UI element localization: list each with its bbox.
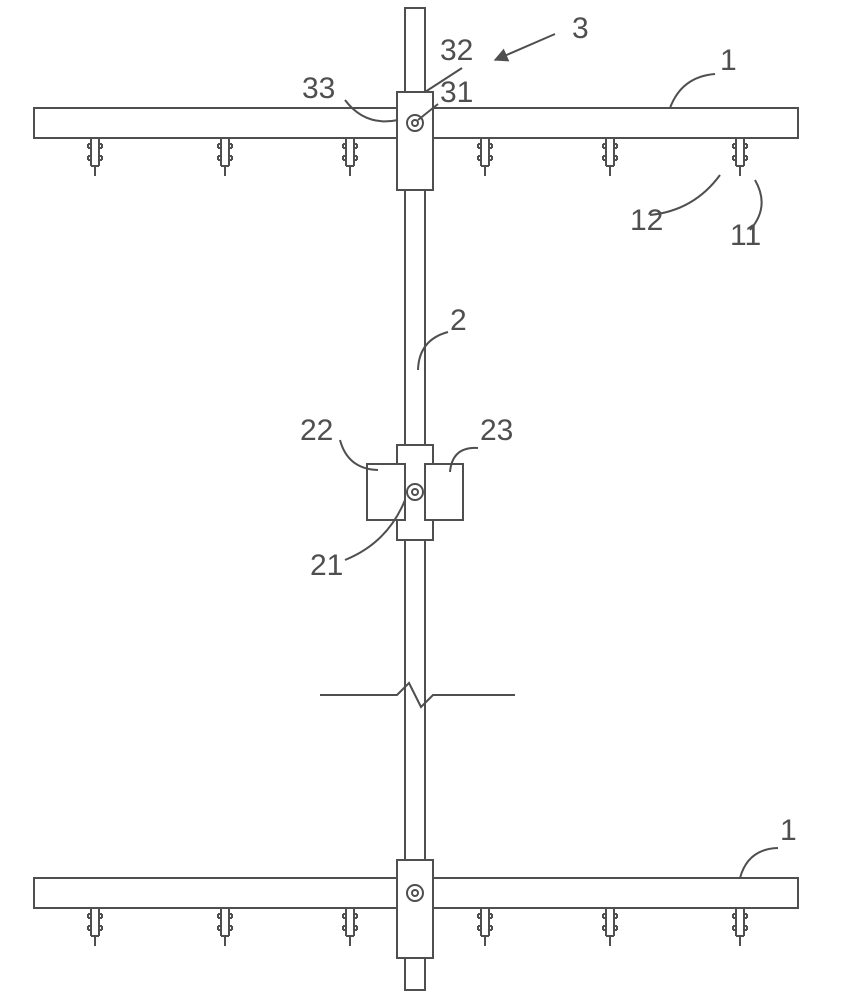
callout-label: 2 bbox=[450, 304, 467, 337]
hanger bbox=[478, 138, 492, 176]
callout-label: 1 bbox=[720, 44, 737, 77]
hanger bbox=[218, 908, 232, 946]
hanger bbox=[603, 138, 617, 176]
callout-label: 1 bbox=[780, 814, 797, 847]
hanger bbox=[343, 908, 357, 946]
hanger bbox=[88, 908, 102, 946]
hanger bbox=[478, 908, 492, 946]
hanger bbox=[733, 138, 747, 176]
mid-block-right bbox=[425, 464, 463, 520]
callout-label: 32 bbox=[440, 34, 473, 67]
callout-label: 12 bbox=[630, 204, 663, 237]
bottom-sleeve bbox=[397, 860, 433, 958]
callout-11: 11 bbox=[730, 180, 762, 252]
callout-label: 31 bbox=[440, 76, 473, 109]
callout-1b: 1 bbox=[740, 814, 797, 878]
callout-label: 23 bbox=[480, 414, 513, 447]
structure bbox=[34, 8, 798, 990]
hanger bbox=[88, 138, 102, 176]
callout-1: 1 bbox=[670, 44, 737, 108]
column-top-stub bbox=[405, 8, 425, 92]
callout-12: 12 bbox=[630, 175, 720, 237]
break-line bbox=[320, 683, 515, 707]
hanger bbox=[603, 908, 617, 946]
callout-label: 33 bbox=[302, 72, 335, 105]
callout-label: 3 bbox=[572, 12, 589, 45]
hanger bbox=[733, 908, 747, 946]
callout-label: 22 bbox=[300, 414, 333, 447]
callout-22: 22 bbox=[300, 414, 378, 470]
callout-3: 3 bbox=[495, 12, 589, 60]
hanger bbox=[218, 138, 232, 176]
hangers bbox=[88, 138, 747, 946]
column-bottom-stub bbox=[405, 958, 425, 990]
callout-label: 11 bbox=[730, 219, 761, 252]
hanger bbox=[343, 138, 357, 176]
callout-label: 21 bbox=[310, 549, 343, 582]
top-sleeve bbox=[397, 92, 433, 190]
callouts: 33213331121122223211 bbox=[300, 12, 797, 878]
